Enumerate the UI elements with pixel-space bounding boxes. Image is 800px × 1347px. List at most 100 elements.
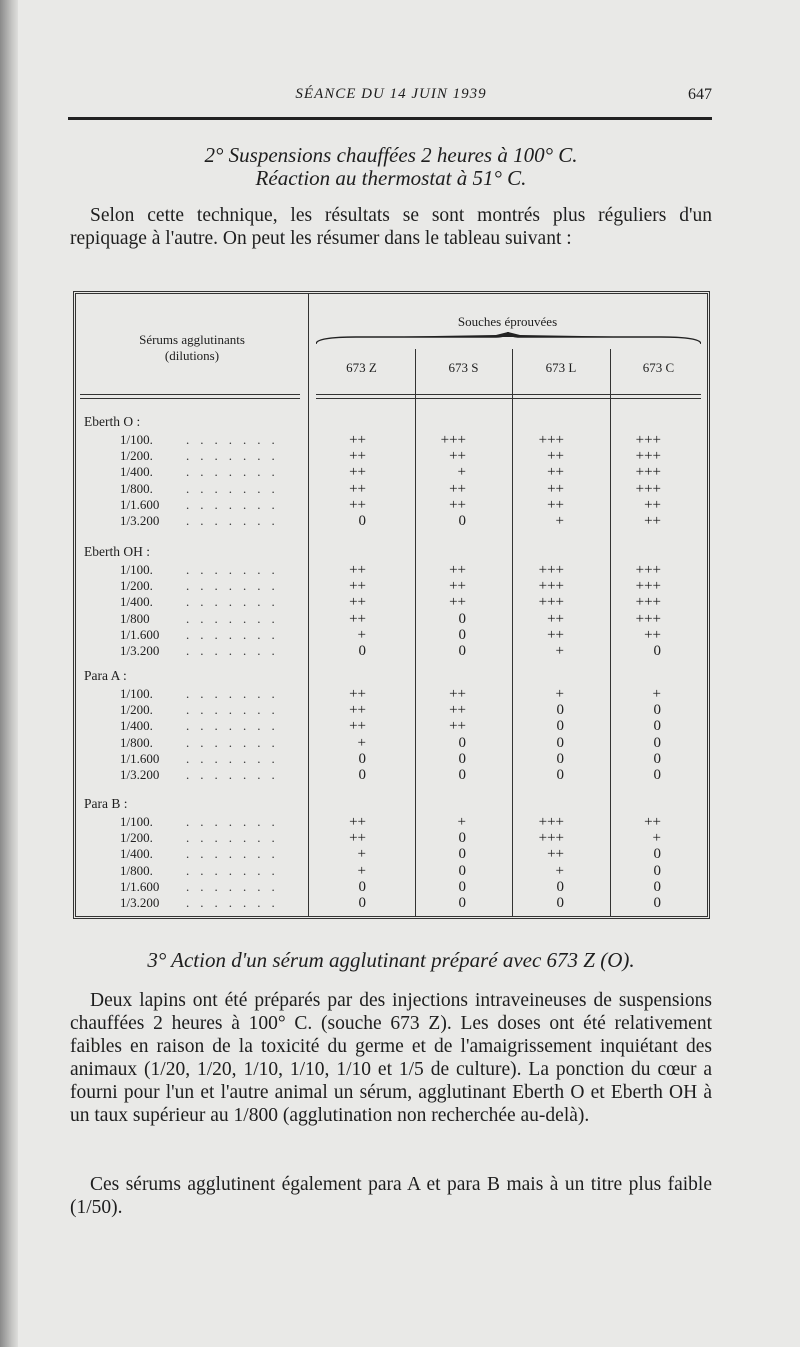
result-cell: +++ <box>635 432 661 448</box>
result-cell: ++ <box>349 610 366 627</box>
result-cell: 0 <box>556 767 565 783</box>
section-3-paragraph-1: Deux lapins ont été préparés par des inj… <box>70 990 712 1126</box>
result-cell: 0 <box>458 830 467 847</box>
result-cell: + <box>457 464 466 481</box>
section-3-title: 3° Action d'un sérum agglutinant préparé… <box>147 948 635 972</box>
result-cell: 0 <box>458 895 467 911</box>
leader-dots: ....... <box>186 846 286 862</box>
leader-dots: ....... <box>186 464 286 480</box>
dilution: 1/400. <box>120 718 153 734</box>
leader-dots: ....... <box>186 750 286 766</box>
section-2-title-line1: 2° Suspensions chauffées 2 heures à 100°… <box>204 143 578 167</box>
group-label: Para A : <box>84 668 127 683</box>
result-cell: 0 <box>556 895 565 911</box>
result-cell: 0 <box>653 862 662 879</box>
section-2-paragraph: Selon cette technique, les résultats se … <box>70 205 712 249</box>
result-cell: ++ <box>449 480 466 497</box>
table-row: 1/3.200....... 0 0 + ++ <box>76 513 707 529</box>
page-number: 647 <box>688 86 712 103</box>
result-cell: 0 <box>653 846 662 863</box>
result-cell: ++ <box>547 480 564 497</box>
result-cell: + <box>555 513 564 529</box>
table-row: 1/400........ ++ + ++ +++ <box>76 464 707 480</box>
table-row: 1/100........ ++ ++ +++ +++ <box>76 562 707 578</box>
result-cell: ++ <box>349 432 366 448</box>
dilution: 1/3.200 <box>120 513 160 528</box>
dilution: 1/800. <box>120 480 153 496</box>
result-cell: ++ <box>349 496 366 513</box>
column-header: 673 Z <box>346 360 377 375</box>
table-row: 1/3.200....... 0 0 +0 <box>76 643 707 659</box>
result-cell: 0 <box>458 734 467 751</box>
leader-dots: ....... <box>186 513 286 528</box>
result-cell: ++ <box>644 513 661 529</box>
result-cell: 0 <box>458 626 467 643</box>
result-cell: +++ <box>440 432 466 448</box>
result-cell: 0 <box>458 878 467 895</box>
leader-dots: ....... <box>186 594 286 610</box>
result-cell: ++ <box>349 594 366 611</box>
result-cell: +++ <box>538 562 564 578</box>
table-row: 1/3.200....... 0 0 0 0 <box>76 895 707 911</box>
result-cell: ++ <box>644 626 661 643</box>
dilution: 1/800. <box>120 734 153 750</box>
result-cell: ++ <box>349 578 366 595</box>
leader-dots: ....... <box>186 496 286 512</box>
result-cell: + <box>555 862 564 879</box>
header-divider <box>80 394 300 399</box>
table-row: 1/400........ ++ ++ +++ +++ <box>76 594 707 610</box>
result-cell: ++ <box>547 464 564 481</box>
result-cell: ++ <box>349 480 366 497</box>
result-cell: 0 <box>556 718 565 735</box>
dilution: 1/3.200 <box>120 895 160 910</box>
result-cell: +++ <box>538 594 564 611</box>
result-cell: 0 <box>458 846 467 863</box>
result-cell: 0 <box>358 895 367 911</box>
leader-dots: ....... <box>186 895 286 910</box>
result-cell: 0 <box>358 878 367 895</box>
result-cell: + <box>457 814 466 830</box>
group-label: Eberth O : <box>84 414 141 429</box>
result-cell: +++ <box>635 480 661 497</box>
leader-dots: ....... <box>186 610 286 626</box>
result-cell: +++ <box>635 448 661 465</box>
column-divider <box>512 349 513 916</box>
running-header: SÉANCE DU 14 JUIN 1939 647 <box>70 86 712 110</box>
result-cell: 0 <box>458 643 467 659</box>
result-cell: 0 <box>653 643 662 659</box>
result-cell: ++ <box>449 702 466 719</box>
result-cell: 0 <box>653 767 662 783</box>
result-cell: +++ <box>635 594 661 611</box>
table-row: 1/1.600....... ++ ++ ++ ++ <box>76 497 707 513</box>
table-row: 1/1.600....... 0 0 0 0 <box>76 879 707 895</box>
leader-dots: ....... <box>186 432 286 447</box>
dilution: 1/100. <box>120 562 153 577</box>
result-cell: ++ <box>349 686 366 702</box>
table-row: 1/800........ +0 +0 <box>76 863 707 879</box>
result-cell: +++ <box>538 432 564 448</box>
result-cell: ++ <box>644 814 661 830</box>
result-cell: ++ <box>349 830 366 847</box>
result-cell: 0 <box>653 750 662 767</box>
leader-dots: ....... <box>186 702 286 718</box>
table-row: 1/800........ +0 0 0 <box>76 735 707 751</box>
result-cell: 0 <box>458 862 467 879</box>
leader-dots: ....... <box>186 626 286 642</box>
result-cell: 0 <box>458 513 467 529</box>
leader-dots: ....... <box>186 448 286 464</box>
header-rule <box>68 117 712 120</box>
result-cell: ++ <box>449 718 466 735</box>
result-cell: 0 <box>653 734 662 751</box>
result-cell: + <box>357 626 366 643</box>
dilution: 1/100. <box>120 814 153 829</box>
result-cell: +++ <box>635 464 661 481</box>
header-divider <box>316 394 701 399</box>
leader-dots: ....... <box>186 686 286 701</box>
table-row: 1/100........ ++ + +++ ++ <box>76 814 707 830</box>
dilution: 1/800 <box>120 610 150 626</box>
table-row: 1/200........ ++ ++ ++ +++ <box>76 448 707 464</box>
result-cell: + <box>357 734 366 751</box>
result-cell: ++ <box>349 464 366 481</box>
result-cell: ++ <box>349 814 366 830</box>
column-divider <box>610 349 611 916</box>
